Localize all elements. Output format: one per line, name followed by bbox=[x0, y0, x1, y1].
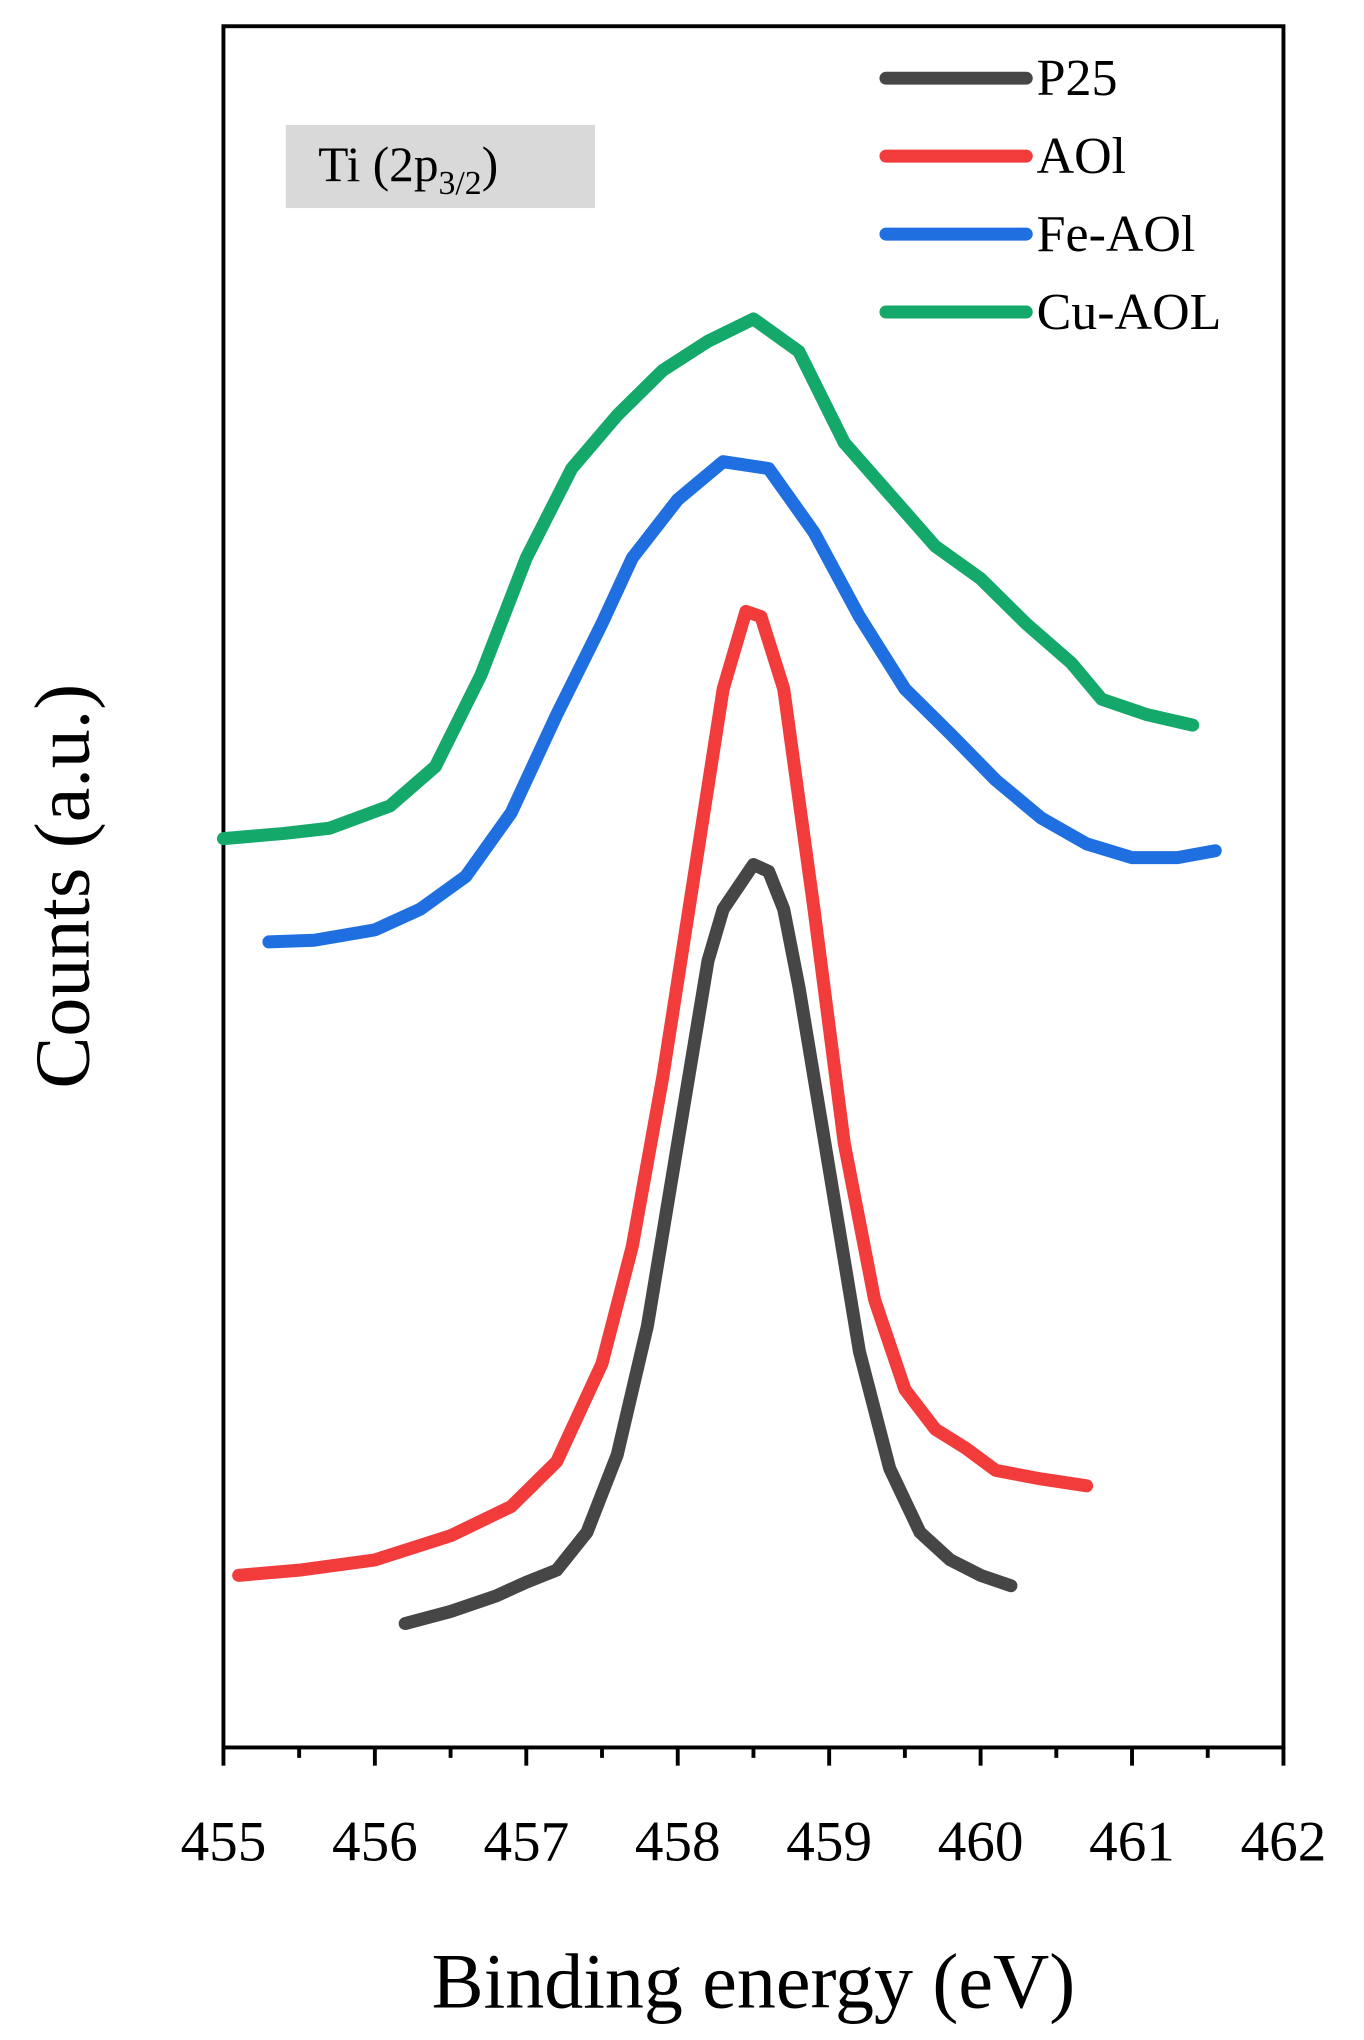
annotation-subscript: 3/2 bbox=[439, 165, 482, 202]
x-tick-label: 458 bbox=[635, 1810, 721, 1873]
annotation-text: ) bbox=[482, 137, 498, 192]
x-tick-label: 456 bbox=[332, 1810, 418, 1873]
y-axis-label: Counts (a.u.) bbox=[19, 684, 105, 1089]
series-line bbox=[398, 858, 1018, 1631]
x-axis-label: Binding energy (eV) bbox=[432, 1938, 1076, 2024]
annotation-text: Ti (2p bbox=[318, 137, 438, 192]
legend-label: Fe-AOl bbox=[1037, 206, 1196, 263]
series-line bbox=[262, 455, 1222, 949]
x-tick-label: 455 bbox=[181, 1810, 267, 1873]
x-tick-label: 457 bbox=[483, 1810, 569, 1873]
legend-label: P25 bbox=[1037, 50, 1118, 107]
legend-label: Cu-AOL bbox=[1037, 284, 1222, 341]
series-line bbox=[216, 312, 1200, 846]
x-tick-label: 460 bbox=[938, 1810, 1024, 1873]
x-tick-label: 462 bbox=[1241, 1810, 1327, 1873]
x-tick-label: 461 bbox=[1089, 1810, 1175, 1873]
annotation-box bbox=[285, 124, 595, 209]
legend-label: AOl bbox=[1037, 128, 1126, 185]
x-tick-label: 459 bbox=[786, 1810, 872, 1873]
series-line bbox=[232, 604, 1094, 1582]
annotation: Ti (2p3/2) bbox=[318, 137, 498, 202]
